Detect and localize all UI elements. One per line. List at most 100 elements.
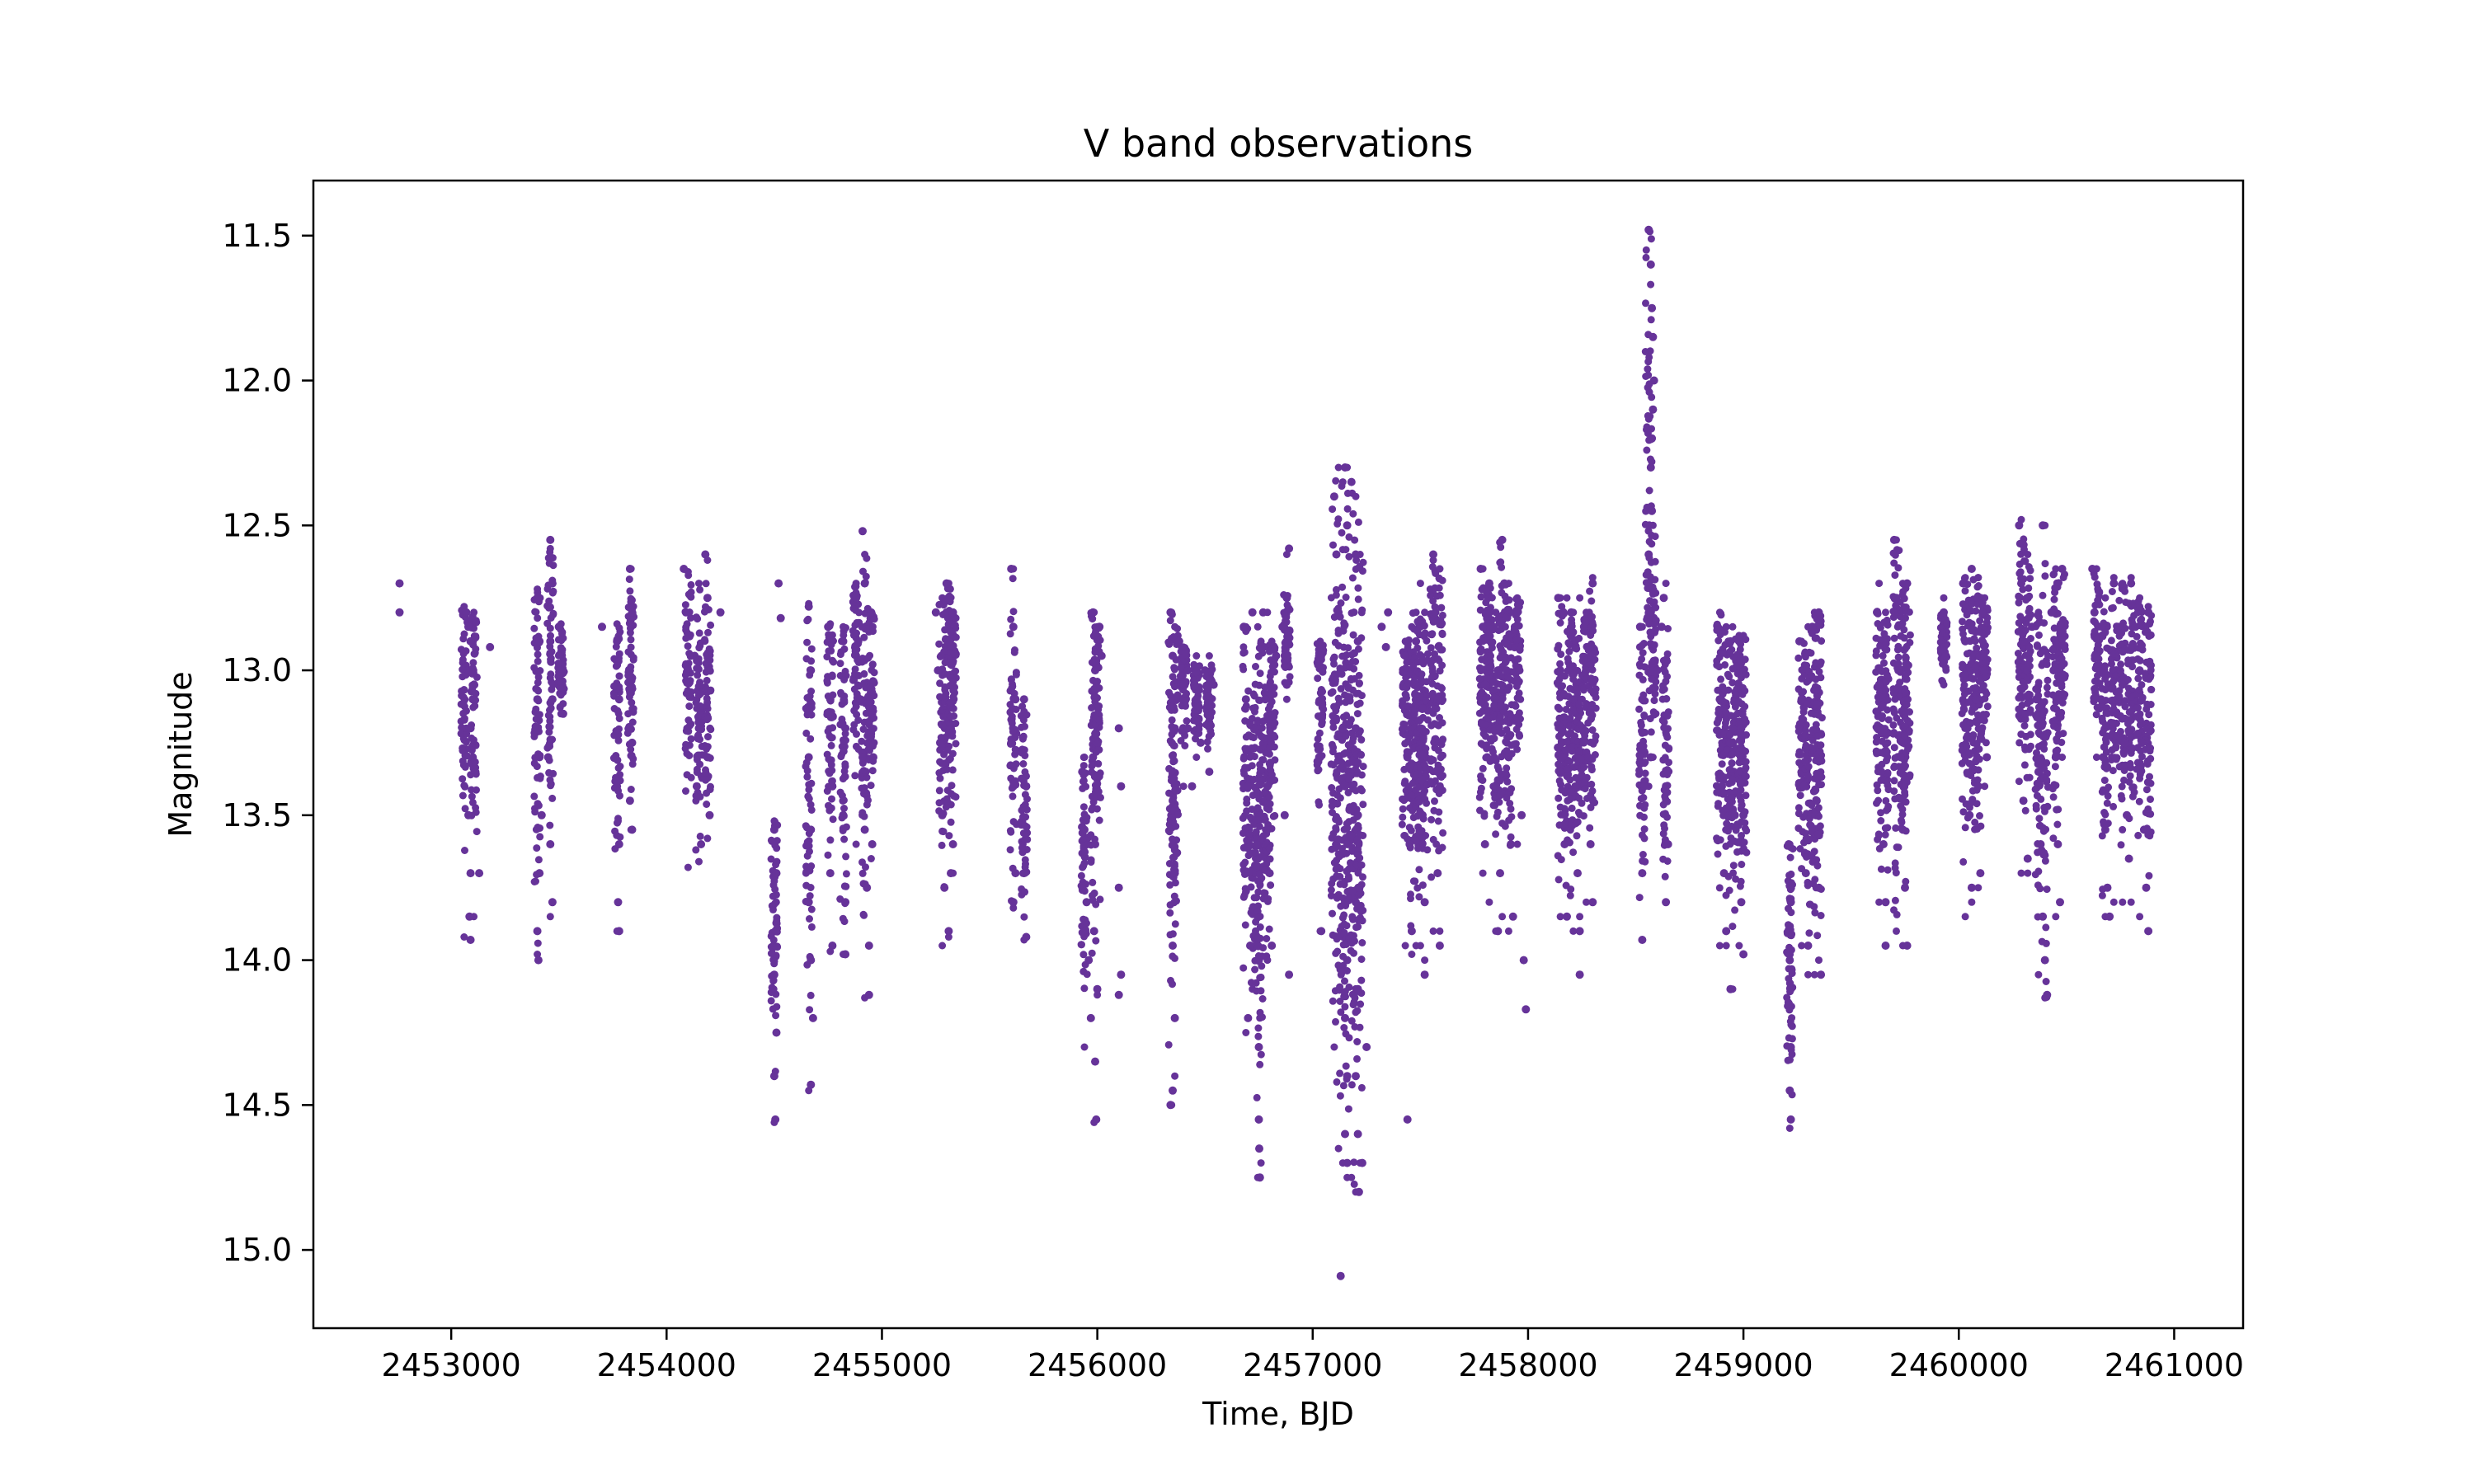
data-point bbox=[1497, 645, 1505, 653]
data-point bbox=[1171, 1072, 1179, 1080]
data-point bbox=[1413, 644, 1422, 652]
data-point bbox=[1433, 767, 1442, 775]
data-point bbox=[945, 592, 953, 600]
data-point bbox=[1268, 824, 1276, 833]
data-point bbox=[1813, 700, 1821, 707]
data-point bbox=[1095, 702, 1103, 711]
data-point bbox=[1811, 876, 1819, 884]
data-point bbox=[1642, 253, 1650, 261]
data-point bbox=[1647, 728, 1655, 736]
data-point bbox=[1503, 686, 1512, 694]
data-point bbox=[1242, 1029, 1250, 1036]
data-point bbox=[1483, 693, 1491, 702]
data-point bbox=[461, 805, 469, 813]
data-point bbox=[867, 782, 875, 790]
data-point bbox=[1738, 711, 1747, 718]
data-point bbox=[1333, 862, 1342, 871]
data-point bbox=[530, 664, 539, 672]
data-point bbox=[1581, 727, 1589, 735]
data-point bbox=[1168, 702, 1176, 711]
data-point bbox=[1166, 931, 1174, 939]
data-point bbox=[1344, 1105, 1352, 1113]
data-point bbox=[1080, 1043, 1089, 1051]
data-point bbox=[1663, 733, 1672, 741]
data-point bbox=[1343, 824, 1352, 832]
data-point bbox=[1642, 299, 1649, 308]
data-point bbox=[1091, 730, 1099, 739]
data-point bbox=[1332, 1017, 1339, 1026]
data-point bbox=[840, 747, 848, 755]
data-point bbox=[1805, 648, 1813, 656]
data-point bbox=[1427, 644, 1435, 652]
data-point bbox=[1341, 1003, 1349, 1011]
data-point bbox=[803, 711, 811, 719]
data-point bbox=[862, 863, 869, 871]
data-point bbox=[1427, 591, 1435, 599]
data-point bbox=[1719, 704, 1728, 712]
data-point bbox=[695, 629, 703, 637]
data-point bbox=[1348, 1081, 1356, 1089]
data-point bbox=[1348, 574, 1357, 582]
data-point bbox=[1661, 872, 1669, 881]
data-point bbox=[1338, 528, 1346, 537]
data-point bbox=[1018, 843, 1026, 852]
data-point bbox=[1205, 652, 1213, 660]
data-point bbox=[1650, 711, 1658, 719]
data-point bbox=[628, 718, 637, 726]
chart-title: V band observations bbox=[1084, 121, 1473, 166]
data-point bbox=[1661, 741, 1669, 749]
data-point bbox=[1270, 743, 1278, 751]
data-point bbox=[1330, 1043, 1338, 1051]
data-point bbox=[1329, 909, 1336, 918]
data-point bbox=[1329, 809, 1336, 816]
data-point bbox=[1354, 595, 1362, 603]
data-point bbox=[547, 782, 555, 790]
data-point bbox=[1168, 716, 1176, 724]
data-point bbox=[1357, 976, 1366, 984]
data-point bbox=[1077, 871, 1085, 880]
data-point bbox=[468, 792, 476, 801]
data-point bbox=[1802, 726, 1810, 735]
data-point bbox=[1638, 729, 1646, 737]
data-point bbox=[1314, 745, 1322, 754]
data-point bbox=[1507, 805, 1515, 813]
data-point bbox=[1006, 827, 1014, 835]
data-point bbox=[1431, 797, 1438, 805]
data-point bbox=[1263, 956, 1272, 965]
data-point bbox=[1256, 881, 1264, 890]
data-point bbox=[1094, 678, 1102, 685]
data-point bbox=[616, 791, 623, 800]
data-point bbox=[1265, 844, 1273, 852]
data-point bbox=[1513, 679, 1522, 688]
data-point bbox=[1166, 617, 1174, 625]
data-point bbox=[701, 636, 708, 644]
data-point bbox=[692, 698, 700, 707]
data-point bbox=[702, 766, 709, 774]
data-point bbox=[1332, 477, 1340, 485]
data-point bbox=[851, 772, 859, 780]
data-point bbox=[1257, 987, 1265, 995]
data-point bbox=[805, 837, 813, 845]
data-point bbox=[1564, 655, 1572, 663]
data-point bbox=[1252, 663, 1259, 670]
data-point bbox=[769, 892, 777, 900]
data-point bbox=[1353, 1054, 1361, 1063]
data-point bbox=[1786, 885, 1794, 894]
data-point bbox=[802, 655, 811, 663]
data-point bbox=[952, 793, 960, 801]
data-point bbox=[1713, 834, 1721, 843]
data-point bbox=[554, 651, 562, 660]
data-point bbox=[1355, 679, 1363, 688]
data-point bbox=[1485, 898, 1493, 906]
data-point bbox=[1813, 830, 1822, 838]
observation-band bbox=[700, 556, 715, 843]
data-point bbox=[951, 621, 959, 629]
data-point bbox=[1260, 812, 1268, 820]
data-point bbox=[805, 795, 813, 803]
data-point bbox=[703, 694, 711, 702]
data-point bbox=[470, 608, 478, 617]
data-point bbox=[825, 647, 833, 655]
data-point bbox=[1638, 831, 1646, 839]
data-point bbox=[1568, 619, 1576, 627]
data-point bbox=[1087, 858, 1095, 866]
